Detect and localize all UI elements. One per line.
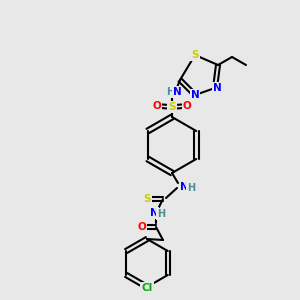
Text: H: H [187,183,195,193]
Text: N: N [180,182,188,192]
Text: N: N [213,83,221,93]
Text: N: N [172,87,182,97]
Text: O: O [138,222,146,232]
Text: S: S [168,102,176,112]
Text: H: H [166,87,174,97]
Text: S: S [143,194,151,204]
Text: N: N [150,208,158,218]
Text: O: O [153,101,161,111]
Text: Cl: Cl [141,283,153,293]
Text: H: H [157,209,165,219]
Text: O: O [183,101,191,111]
Text: N: N [190,90,200,100]
Text: S: S [191,50,199,60]
